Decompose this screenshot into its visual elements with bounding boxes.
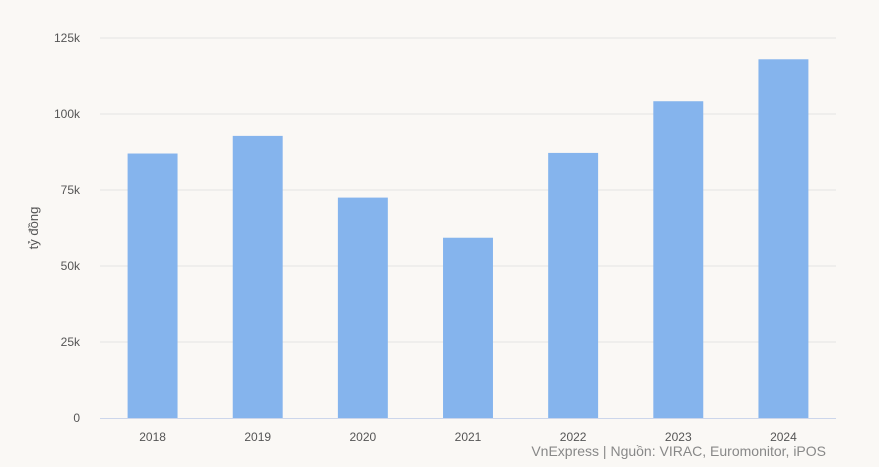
x-axis-ticks: 2018 2019 2020 2021 2022 2023 2024: [139, 430, 797, 444]
bar-2021[interactable]: [443, 237, 493, 418]
x-tick-label: 2024: [770, 430, 797, 444]
bar-2018[interactable]: [127, 153, 178, 418]
bar-2020[interactable]: [337, 197, 388, 418]
y-tick-label: 50k: [61, 259, 81, 273]
x-tick-label: 2020: [350, 430, 377, 444]
gridlines: [100, 37, 836, 343]
y-tick-label: 75k: [61, 183, 81, 197]
x-tick-label: 2018: [139, 430, 166, 444]
y-tick-label: 125k: [54, 31, 81, 45]
bar-2022[interactable]: [548, 152, 599, 419]
y-axis-title: tỷ đồng: [26, 207, 41, 250]
y-tick-label: 25k: [61, 335, 81, 349]
bar-2023[interactable]: [653, 101, 704, 419]
y-tick-label: 100k: [54, 107, 81, 121]
bars: [127, 59, 809, 419]
x-tick-label: 2022: [560, 430, 587, 444]
y-tick-label: 0: [73, 411, 80, 425]
bar-2019[interactable]: [232, 135, 283, 418]
x-tick-label: 2021: [455, 430, 482, 444]
y-axis-ticks: 0 25k 50k 75k 100k 125k: [54, 31, 81, 425]
x-tick-label: 2023: [665, 430, 692, 444]
bar-2024[interactable]: [758, 59, 809, 418]
x-tick-label: 2019: [244, 430, 271, 444]
source-note: VnExpress | Nguồn: VIRAC, Euromonitor, i…: [531, 443, 826, 459]
